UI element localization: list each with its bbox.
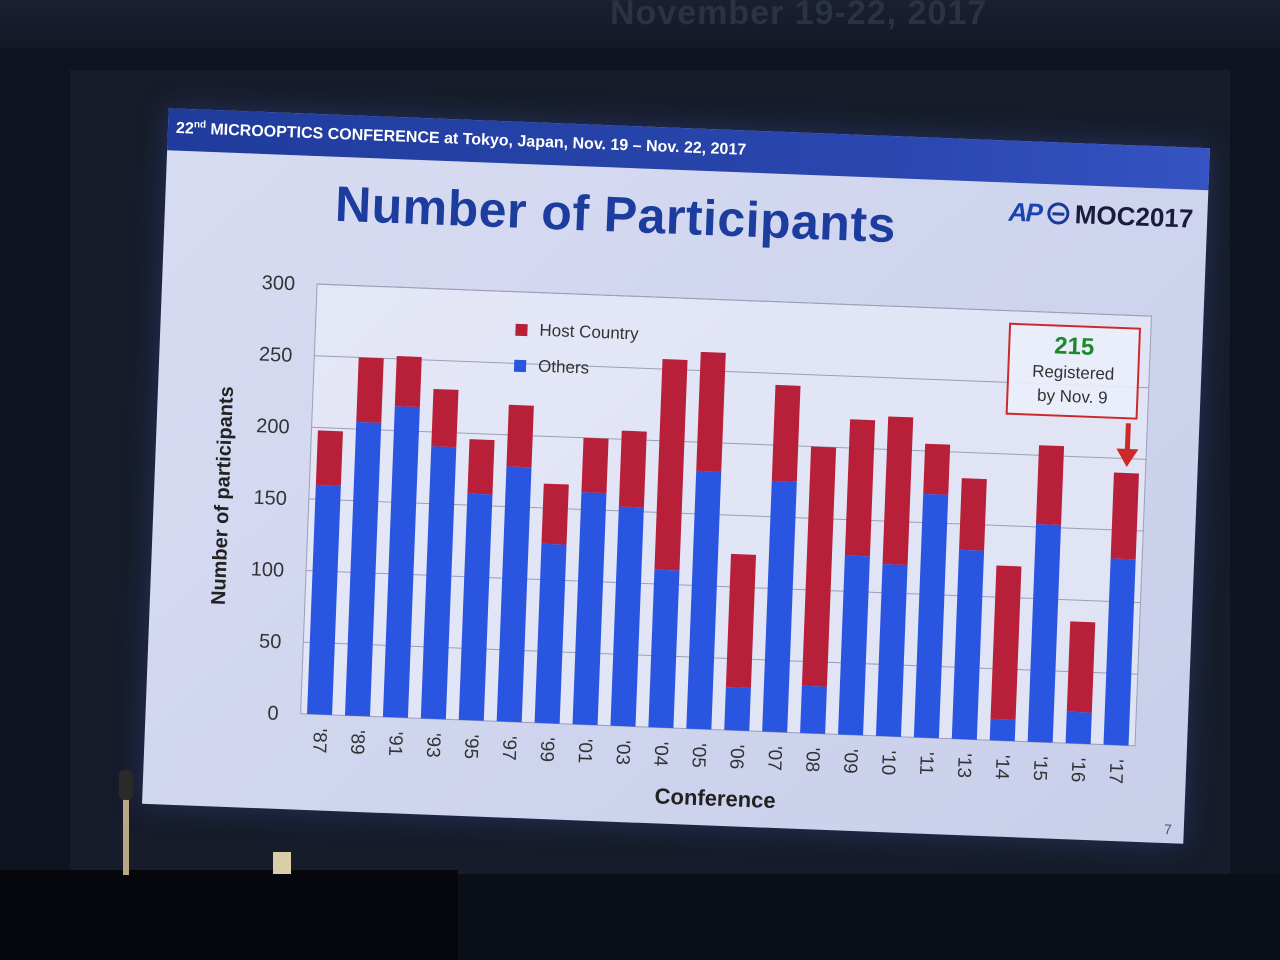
bar-host	[1066, 621, 1096, 713]
bar-others	[610, 506, 644, 727]
bar-host	[581, 437, 609, 494]
bar-host	[541, 483, 569, 545]
banner-text: November 19-22, 2017	[610, 0, 988, 32]
callout-arrow-icon	[1116, 448, 1139, 467]
callout-line-2: by Nov. 9	[1036, 385, 1108, 408]
x-tick-label: '11	[915, 751, 937, 775]
bar-host	[990, 565, 1022, 720]
x-tick-label: '01	[574, 738, 596, 764]
x-tick-label: '93	[422, 732, 444, 758]
participants-bar-chart: 0 50 100 150 200 250 300 '87 '89 '91 '93 '95 '97 '99 '…	[208, 272, 1153, 813]
bar-host	[618, 430, 647, 508]
y-tick-label: 150	[253, 487, 287, 510]
stage-floor-right	[458, 874, 1280, 960]
bar-host	[654, 359, 688, 571]
bar-host	[467, 439, 495, 495]
bar-host	[1036, 445, 1065, 525]
bar-host	[923, 443, 951, 495]
bar-host	[356, 357, 384, 423]
bar-host	[696, 351, 726, 472]
cup	[273, 852, 291, 874]
gridline	[317, 283, 1152, 317]
bar-others	[420, 446, 457, 720]
bar-host	[844, 419, 876, 557]
bar-others	[648, 569, 680, 729]
bar-others	[307, 484, 341, 715]
legend-label-others: Others	[537, 356, 590, 378]
x-tick-label: '07	[763, 746, 785, 772]
bar-others	[1027, 523, 1062, 743]
y-tick-label: 100	[250, 558, 284, 581]
bar-host	[394, 355, 422, 408]
bar-host	[431, 388, 459, 448]
x-tick-label: '99	[536, 737, 558, 763]
microphone-icon	[119, 770, 133, 800]
x-tick-label: '09	[839, 748, 861, 774]
bar-others	[838, 555, 870, 736]
x-tick-label: '14	[991, 754, 1013, 780]
legend-label-host: Host Country	[539, 320, 639, 344]
x-tick-label: '04	[649, 741, 671, 767]
bar-others	[534, 543, 567, 724]
bar-others	[875, 563, 908, 737]
registration-callout: 215 Registered by Nov. 9	[1005, 322, 1142, 420]
slide: 22nd MICROOPTICS CONFERENCE at Tokyo, Ja…	[142, 108, 1210, 844]
x-tick-label: '89	[346, 730, 368, 756]
bar-others	[344, 421, 382, 717]
legend-item-host: Host Country	[515, 312, 639, 353]
x-tick-label: '97	[498, 735, 520, 761]
stage-floor	[0, 870, 458, 960]
callout-arrow-shaft	[1124, 423, 1131, 452]
x-tick-label: '16	[1067, 757, 1089, 783]
x-tick-label: '87	[308, 728, 330, 754]
legend-item-others: Others	[513, 348, 637, 389]
x-tick-label: '15	[1029, 756, 1051, 782]
y-tick-label: 0	[267, 703, 279, 725]
bar-host	[882, 416, 914, 565]
bar-others	[913, 493, 949, 739]
bar-host	[315, 430, 343, 486]
y-axis-title: Number of participants	[208, 386, 238, 606]
bar-others	[989, 718, 1016, 742]
bar-host	[506, 404, 534, 468]
bar-host	[771, 384, 801, 482]
bar-others	[800, 685, 827, 734]
x-tick-label: '91	[384, 731, 406, 757]
y-tick-label: 250	[259, 344, 293, 367]
x-tick-label: '95	[460, 734, 482, 760]
bar-others	[686, 470, 722, 730]
x-tick-label: '08	[801, 747, 823, 773]
x-tick-label: '10	[877, 750, 899, 776]
y-tick-label: 50	[259, 630, 282, 653]
bar-others	[1065, 711, 1092, 745]
bar-others	[724, 687, 751, 732]
bar-others	[496, 466, 532, 723]
bar-others	[382, 406, 420, 718]
x-tick-label: '03	[611, 740, 633, 766]
bar-others	[572, 492, 607, 726]
bar-others	[951, 549, 985, 740]
legend-swatch-others	[513, 359, 527, 373]
bar-host	[1110, 472, 1139, 560]
slide-number: 7	[1163, 820, 1173, 838]
x-tick-label: '13	[953, 753, 975, 779]
chart-legend: Host Country Others	[513, 312, 639, 389]
x-tick-label: '17	[1105, 759, 1127, 785]
bar-others	[1103, 558, 1136, 746]
bar-host	[959, 478, 987, 551]
microphone-stand	[123, 775, 129, 875]
bar-host	[801, 446, 837, 687]
x-tick-label: '05	[687, 743, 709, 769]
legend-swatch-host	[515, 323, 528, 337]
bar-others	[762, 480, 797, 733]
x-tick-label: '06	[725, 744, 747, 770]
bar-host	[725, 553, 757, 689]
y-tick-label: 200	[256, 415, 290, 438]
venue-banner: November 19-22, 2017	[0, 0, 1280, 48]
y-tick-label: 300	[261, 272, 295, 295]
x-axis-title: Conference	[654, 783, 776, 813]
bar-others	[458, 493, 493, 721]
